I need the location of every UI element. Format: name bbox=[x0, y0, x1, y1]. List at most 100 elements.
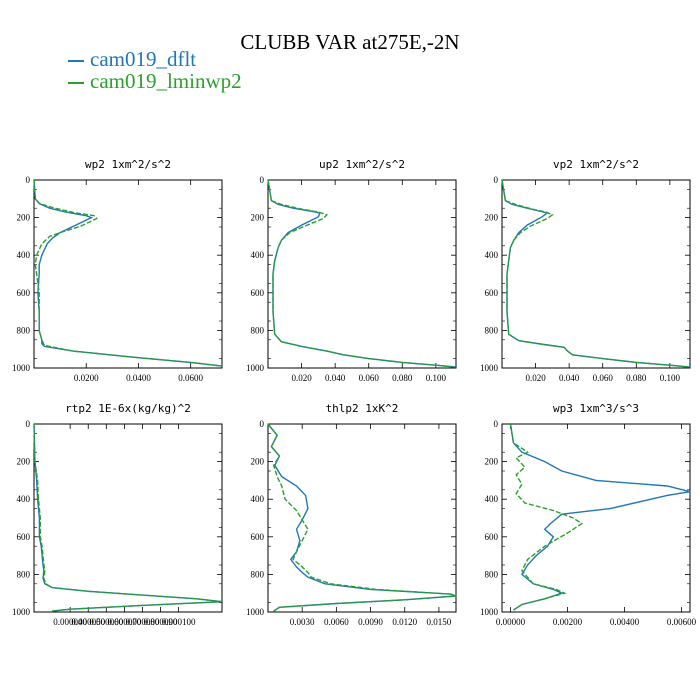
y-tick-label: 1000 bbox=[480, 363, 499, 373]
y-tick-label: 200 bbox=[251, 213, 265, 223]
y-tick-label: 400 bbox=[485, 494, 499, 504]
y-tick-label: 600 bbox=[251, 532, 265, 542]
y-tick-label: 0 bbox=[260, 175, 265, 185]
x-tick-label: 0.000090 bbox=[144, 617, 178, 627]
legend-line-lminwp2 bbox=[68, 82, 84, 84]
x-tick-label: 0.00000 bbox=[496, 617, 526, 627]
panel-1: wp2 1xm^2/s^2 0 200 400 600 800 1000 0.0200 0.04… bbox=[12, 158, 223, 383]
x-tick-label: 0.060 bbox=[359, 373, 380, 383]
figure-title: CLUBB VAR at275E,-2N bbox=[240, 30, 460, 54]
series-line-1 bbox=[33, 179, 223, 367]
y-tick-label: 800 bbox=[17, 569, 31, 579]
x-tick-label: 0.0090 bbox=[358, 617, 383, 627]
x-tick-label: 0.000080 bbox=[126, 617, 160, 627]
y-tick-label: 800 bbox=[251, 325, 265, 335]
series-line-2 bbox=[267, 423, 457, 612]
y-tick-label: 800 bbox=[251, 569, 265, 579]
panel-3: vp2 1xm^2/s^2 0 200 400 600 800 1000 0.020 0.040… bbox=[480, 158, 691, 383]
x-tick-label: 0.0030 bbox=[290, 617, 315, 627]
y-tick-label: 0 bbox=[494, 175, 499, 185]
x-tick-label: 0.040 bbox=[325, 373, 346, 383]
legend: cam019_dflt cam019_lminwp2 bbox=[68, 48, 242, 92]
x-tick-label: 0.0150 bbox=[427, 617, 452, 627]
series-line-1 bbox=[267, 423, 457, 612]
panel-2: up2 1xm^2/s^2 0 200 400 600 800 1000 0.020 0.040… bbox=[246, 158, 457, 383]
y-tick-label: 1000 bbox=[246, 607, 265, 617]
series-line-1 bbox=[501, 179, 691, 368]
y-tick-label: 400 bbox=[485, 250, 499, 260]
x-tick-label: 0.000050 bbox=[71, 617, 105, 627]
y-tick-label: 0 bbox=[260, 419, 265, 429]
x-tick-label: 0.080 bbox=[626, 373, 647, 383]
plot-frame bbox=[501, 423, 691, 613]
x-tick-label: 0.0400 bbox=[126, 373, 151, 383]
panel-title: thlp2 1xK^2 bbox=[326, 402, 399, 415]
x-tick-label: 0.00600 bbox=[667, 617, 697, 627]
y-tick-label: 1000 bbox=[480, 607, 499, 617]
x-tick-label: 0.000100 bbox=[162, 617, 196, 627]
legend-label-dflt: cam019_dflt bbox=[90, 47, 197, 71]
y-tick-label: 200 bbox=[17, 213, 31, 223]
y-tick-label: 600 bbox=[485, 532, 499, 542]
y-tick-label: 0 bbox=[494, 419, 499, 429]
y-tick-label: 600 bbox=[251, 288, 265, 298]
series-line-2 bbox=[267, 179, 457, 368]
panel-5: thlp2 1xK^2 0 200 400 600 800 1000 0.0030 0.0060… bbox=[246, 402, 457, 627]
x-tick-label: 0.060 bbox=[593, 373, 614, 383]
x-tick-label: 0.080 bbox=[392, 373, 413, 383]
y-tick-label: 1000 bbox=[12, 607, 31, 617]
x-tick-label: 0.0200 bbox=[74, 373, 99, 383]
y-tick-label: 0 bbox=[26, 175, 31, 185]
legend-item-dflt: cam019_dflt bbox=[68, 48, 242, 70]
x-tick-label: 0.020 bbox=[291, 373, 312, 383]
y-tick-label: 1000 bbox=[12, 363, 31, 373]
series-line-2 bbox=[509, 423, 584, 611]
y-tick-label: 0 bbox=[26, 419, 31, 429]
y-tick-label: 400 bbox=[17, 494, 31, 504]
x-tick-label: 0.0600 bbox=[178, 373, 203, 383]
panel-title: rtp2 1E-6x(kg/kg)^2 bbox=[65, 402, 191, 415]
y-tick-label: 200 bbox=[485, 213, 499, 223]
y-tick-label: 200 bbox=[17, 457, 31, 467]
panel-title: up2 1xm^2/s^2 bbox=[319, 158, 405, 171]
x-tick-label: 0.020 bbox=[525, 373, 546, 383]
x-tick-label: 0.00400 bbox=[610, 617, 640, 627]
series-line-2 bbox=[501, 179, 691, 368]
series-line-1 bbox=[509, 423, 691, 611]
y-tick-label: 800 bbox=[17, 325, 31, 335]
x-tick-label: 0.000060 bbox=[89, 617, 123, 627]
x-tick-label: 0.040 bbox=[559, 373, 580, 383]
legend-line-dflt bbox=[68, 60, 84, 62]
plot-frame bbox=[501, 179, 691, 369]
y-tick-label: 400 bbox=[17, 250, 31, 260]
series-line-1 bbox=[33, 423, 223, 612]
y-tick-label: 600 bbox=[485, 288, 499, 298]
y-tick-label: 200 bbox=[251, 457, 265, 467]
panel-title: wp2 1xm^2/s^2 bbox=[85, 158, 171, 171]
plot-frame bbox=[33, 423, 223, 613]
y-tick-label: 800 bbox=[485, 325, 499, 335]
y-tick-label: 600 bbox=[17, 532, 31, 542]
x-tick-label: 0.00200 bbox=[553, 617, 583, 627]
y-tick-label: 800 bbox=[485, 569, 499, 579]
legend-label-lminwp2: cam019_lminwp2 bbox=[90, 69, 242, 93]
legend-item-lminwp2: cam019_lminwp2 bbox=[68, 70, 242, 92]
y-tick-label: 200 bbox=[485, 457, 499, 467]
panel-title: vp2 1xm^2/s^2 bbox=[553, 158, 639, 171]
panel-4: rtp2 1E-6x(kg/kg)^2 0 200 400 600 800 1000 0.00… bbox=[12, 402, 223, 627]
panel-title: wp3 1xm^3/s^3 bbox=[553, 402, 639, 415]
x-tick-label: 0.000070 bbox=[108, 617, 142, 627]
x-tick-label: 0.000040 bbox=[53, 617, 87, 627]
x-tick-label: 0.0120 bbox=[392, 617, 417, 627]
plot-frame bbox=[267, 179, 457, 369]
y-tick-label: 400 bbox=[251, 494, 265, 504]
plot-frame bbox=[33, 179, 223, 369]
y-tick-label: 400 bbox=[251, 250, 265, 260]
y-tick-label: 600 bbox=[17, 288, 31, 298]
x-tick-label: 0.0060 bbox=[324, 617, 349, 627]
y-tick-label: 1000 bbox=[246, 363, 265, 373]
x-tick-label: 0.100 bbox=[660, 373, 681, 383]
series-line-2 bbox=[33, 423, 223, 612]
